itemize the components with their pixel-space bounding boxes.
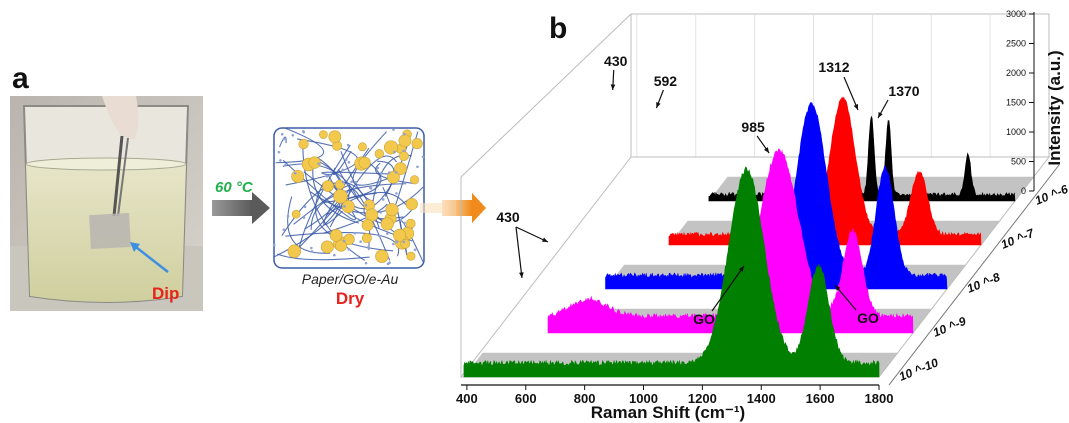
x-tick-label: 800: [574, 391, 596, 406]
annotation-430-low: 430: [496, 209, 520, 225]
y-tick-label: 1000: [1006, 127, 1026, 137]
y-tick-label: 2000: [1006, 68, 1026, 78]
temperature-label: 60 °C: [215, 179, 254, 196]
annotation-go-2: GO: [857, 310, 879, 326]
annotation-985: 985: [741, 119, 765, 135]
dip-label: Dip: [152, 284, 180, 303]
process-arrow-orange: [420, 193, 486, 223]
depth-axis-line: [888, 164, 1060, 386]
x-tick-label: 1200: [688, 391, 717, 406]
x-tick-label: 400: [456, 391, 478, 406]
annotation-1312: 1312: [818, 59, 849, 75]
x-tick-label: 1000: [629, 391, 658, 406]
series-10-10: [463, 166, 880, 378]
annotation-430: 430: [604, 53, 628, 69]
depth-label: 10 ^-10: [897, 355, 941, 383]
panel-b-label: b: [549, 12, 567, 45]
y-tick-label: 0: [1021, 186, 1026, 196]
x-tick-label: 1400: [747, 391, 776, 406]
annotation-go-1: GO: [693, 311, 715, 327]
paper-go-au-schematic: [272, 127, 425, 269]
y-tick-label: 500: [1011, 157, 1026, 167]
depth-label: 10 ^-7: [999, 225, 1037, 251]
x-axis-title: Raman Shift (cm⁻¹): [591, 403, 745, 422]
y-tick-label: 1500: [1006, 98, 1026, 108]
process-arrow-gray: [212, 192, 270, 224]
annotation-592: 592: [654, 73, 678, 89]
panel-a-label: a: [12, 62, 29, 95]
chart-annotations: 430 592 985 1312 1370 430 GO GO: [496, 53, 919, 327]
depth-label: 10 ^-8: [965, 270, 1002, 296]
beaker-photo: [10, 96, 203, 311]
depth-label: 10 ^-9: [931, 314, 968, 340]
material-label: Paper/GO/e-Au: [302, 271, 399, 287]
y-tick-label: 2500: [1006, 39, 1026, 49]
x-tick-label: 1600: [806, 391, 835, 406]
annotation-1370: 1370: [888, 83, 919, 99]
x-tick-label: 1800: [865, 391, 894, 406]
x-tick-label: 600: [515, 391, 537, 406]
y-tick-label: 3000: [1006, 9, 1026, 19]
depth-label: 10 ^-6: [1033, 182, 1069, 208]
y-axis-title: Intensity (a.u.): [1045, 50, 1064, 165]
chart-series-group: [463, 96, 1034, 378]
dry-label: Dry: [336, 289, 365, 308]
